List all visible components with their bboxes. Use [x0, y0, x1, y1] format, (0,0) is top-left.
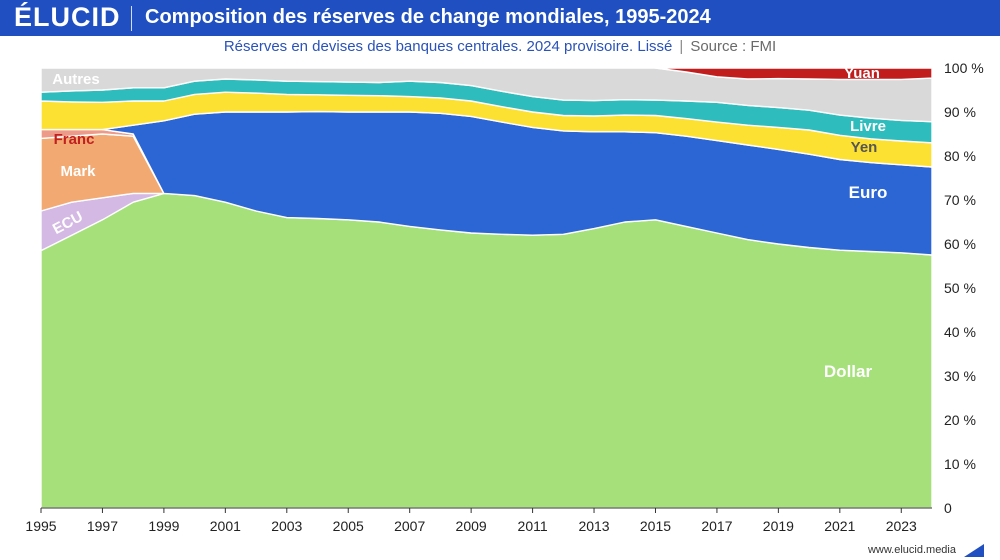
x-tick-label: 2011 [518, 518, 548, 534]
subtitle-separator: | [679, 38, 684, 55]
x-tick-label: 1995 [25, 518, 56, 534]
x-tick-label: 2009 [456, 518, 487, 534]
label-yen: Yen [851, 139, 878, 156]
x-tick-label: 1999 [148, 518, 179, 534]
x-tick-label: 2005 [333, 518, 364, 534]
area-autres [40, 67, 933, 123]
elucid-logo: ÉLUCID [14, 2, 121, 32]
x-tick-label: 2023 [886, 518, 917, 534]
header-divider [131, 6, 132, 31]
x-tick-label: 1997 [87, 518, 118, 534]
x-tick-label: 2015 [640, 518, 671, 534]
x-tick-label: 2019 [763, 518, 794, 534]
y-tick-label: 0 [944, 500, 952, 516]
header-bar: ÉLUCID Composition des réserves de chang… [0, 0, 1000, 36]
y-tick-label: 20 % [944, 412, 976, 428]
x-tick-label: 2013 [578, 518, 609, 534]
footer-url[interactable]: www.elucid.media [867, 544, 956, 556]
area-yuan [654, 67, 933, 81]
y-tick-label: 100 % [944, 60, 984, 76]
y-tick-label: 60 % [944, 236, 976, 252]
chart-title: Composition des réserves de change mondi… [145, 6, 711, 28]
y-tick-label: 80 % [944, 148, 976, 164]
chart-subtitle: Réserves en devises des banques centrale… [0, 38, 1000, 55]
label-autres: Autres [52, 71, 100, 88]
x-tick-label: 2007 [394, 518, 425, 534]
x-tick-label: 2001 [210, 518, 241, 534]
label-livre: Livre [850, 118, 886, 135]
x-tick-label: 2017 [701, 518, 732, 534]
label-mark: Mark [60, 163, 96, 180]
subtitle-text: Réserves en devises des banques centrale… [223, 38, 673, 55]
y-tick-label: 10 % [944, 456, 976, 472]
y-tick-label: 40 % [944, 324, 976, 340]
y-tick-label: 70 % [944, 192, 976, 208]
footer-triangle-icon [964, 544, 984, 557]
label-euro: Euro [849, 183, 888, 202]
source-text: Source : FMI [690, 38, 777, 55]
y-tick-label: 50 % [944, 280, 976, 296]
y-tick-label: 30 % [944, 368, 976, 384]
label-yuan: Yuan [844, 65, 880, 82]
x-tick-label: 2021 [824, 518, 855, 534]
label-franc: Franc [54, 131, 95, 148]
label-dollar: Dollar [824, 362, 873, 381]
x-tick-label: 2003 [271, 518, 302, 534]
y-tick-label: 90 % [944, 104, 976, 120]
